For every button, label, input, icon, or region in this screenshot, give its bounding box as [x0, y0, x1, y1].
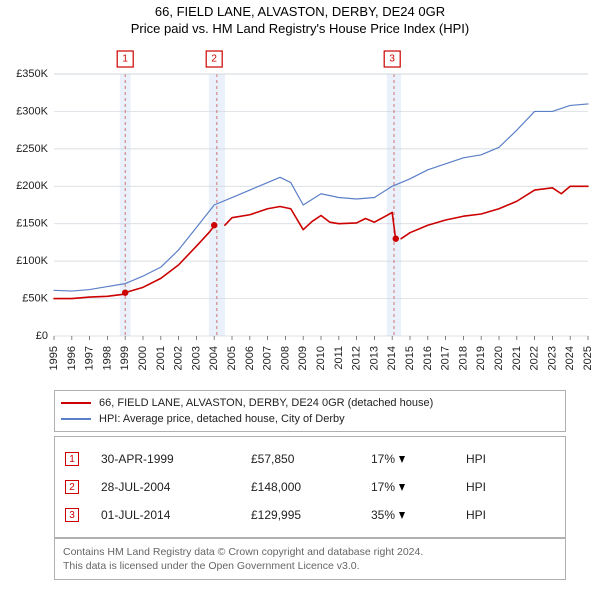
- svg-text:1998: 1998: [101, 346, 113, 370]
- legend-row: HPI: Average price, detached house, City…: [61, 411, 559, 427]
- chart-title-line1: 66, FIELD LANE, ALVASTON, DERBY, DE24 0G…: [0, 4, 600, 19]
- sale-row: 3 01-JUL-2014£129,99535%HPI: [65, 501, 555, 529]
- svg-text:2014: 2014: [386, 346, 398, 370]
- sale-row: 1 30-APR-1999£57,85017%HPI: [65, 445, 555, 473]
- svg-text:1995: 1995: [48, 346, 60, 370]
- sale-date: 01-JUL-2014: [101, 508, 251, 522]
- svg-text:2000: 2000: [137, 346, 149, 370]
- svg-text:2008: 2008: [279, 346, 291, 370]
- sale-hpi-label: HPI: [466, 508, 486, 522]
- svg-text:2022: 2022: [529, 346, 541, 370]
- svg-text:£100K: £100K: [16, 255, 48, 267]
- svg-text:2003: 2003: [190, 346, 202, 370]
- license-box: Contains HM Land Registry data © Crown c…: [54, 538, 566, 580]
- svg-text:£0: £0: [36, 330, 48, 342]
- sale-delta: 35%: [371, 508, 466, 522]
- sale-marker: 3: [65, 508, 79, 522]
- arrow-down-icon: [399, 456, 405, 463]
- svg-text:2010: 2010: [315, 346, 327, 370]
- sale-marker: 1: [65, 452, 79, 466]
- sale-delta: 17%: [371, 452, 466, 466]
- svg-text:£350K: £350K: [16, 68, 48, 80]
- svg-text:1997: 1997: [84, 346, 96, 370]
- sale-delta: 17%: [371, 480, 466, 494]
- svg-text:2001: 2001: [155, 346, 167, 370]
- legend-row: 66, FIELD LANE, ALVASTON, DERBY, DE24 0G…: [61, 395, 559, 411]
- arrow-down-icon: [399, 512, 405, 519]
- legend-swatch: [61, 402, 91, 404]
- chart-area: £0 £50K £100K £150K £200K £250K £300K £350K 1995…: [0, 48, 600, 384]
- svg-text:2004: 2004: [208, 346, 220, 370]
- svg-text:2005: 2005: [226, 346, 238, 370]
- license-line2: This data is licensed under the Open Gov…: [63, 559, 557, 573]
- svg-text:2011: 2011: [333, 346, 345, 370]
- sale-date: 28-JUL-2004: [101, 480, 251, 494]
- license-line1: Contains HM Land Registry data © Crown c…: [63, 545, 557, 559]
- svg-text:2007: 2007: [262, 346, 274, 370]
- svg-text:2020: 2020: [493, 346, 505, 370]
- legend-label: HPI: Average price, detached house, City…: [99, 413, 345, 425]
- svg-text:1: 1: [122, 54, 128, 65]
- sale-price: £57,850: [251, 452, 371, 466]
- chart-svg: £0 £50K £100K £150K £200K £250K £300K £350K 1995…: [0, 48, 600, 384]
- sale-marker: 2: [65, 480, 79, 494]
- svg-text:£150K: £150K: [16, 218, 48, 230]
- svg-text:1996: 1996: [66, 346, 78, 370]
- svg-text:£250K: £250K: [16, 143, 48, 155]
- svg-text:2002: 2002: [173, 346, 185, 370]
- svg-text:1999: 1999: [119, 346, 131, 370]
- legend-label: 66, FIELD LANE, ALVASTON, DERBY, DE24 0G…: [99, 397, 433, 409]
- svg-text:2: 2: [211, 54, 217, 65]
- svg-text:2019: 2019: [475, 346, 487, 370]
- arrow-down-icon: [399, 484, 405, 491]
- legend-swatch: [61, 418, 91, 420]
- sale-date: 30-APR-1999: [101, 452, 251, 466]
- svg-text:2009: 2009: [297, 346, 309, 370]
- sale-hpi-label: HPI: [466, 452, 486, 466]
- svg-text:£50K: £50K: [22, 292, 48, 304]
- sale-price: £129,995: [251, 508, 371, 522]
- svg-text:2018: 2018: [457, 346, 469, 370]
- svg-text:3: 3: [389, 54, 395, 65]
- svg-text:2023: 2023: [546, 346, 558, 370]
- sales-table: 130-APR-1999£57,85017%HPI228-JUL-2004£14…: [54, 436, 566, 538]
- sale-row: 2 28-JUL-2004£148,00017%HPI: [65, 473, 555, 501]
- svg-text:2013: 2013: [368, 346, 380, 370]
- svg-text:2024: 2024: [564, 346, 576, 370]
- legend: 66, FIELD LANE, ALVASTON, DERBY, DE24 0G…: [54, 390, 566, 432]
- svg-text:2006: 2006: [244, 346, 256, 370]
- svg-text:2016: 2016: [422, 346, 434, 370]
- svg-text:£200K: £200K: [16, 180, 48, 192]
- svg-text:2017: 2017: [440, 346, 452, 370]
- sale-price: £148,000: [251, 480, 371, 494]
- svg-text:2025: 2025: [582, 346, 594, 370]
- svg-text:2015: 2015: [404, 346, 416, 370]
- chart-title-line2: Price paid vs. HM Land Registry's House …: [0, 21, 600, 36]
- sale-hpi-label: HPI: [466, 480, 486, 494]
- svg-text:£300K: £300K: [16, 105, 48, 117]
- svg-text:2021: 2021: [511, 346, 523, 370]
- svg-text:2012: 2012: [351, 346, 363, 370]
